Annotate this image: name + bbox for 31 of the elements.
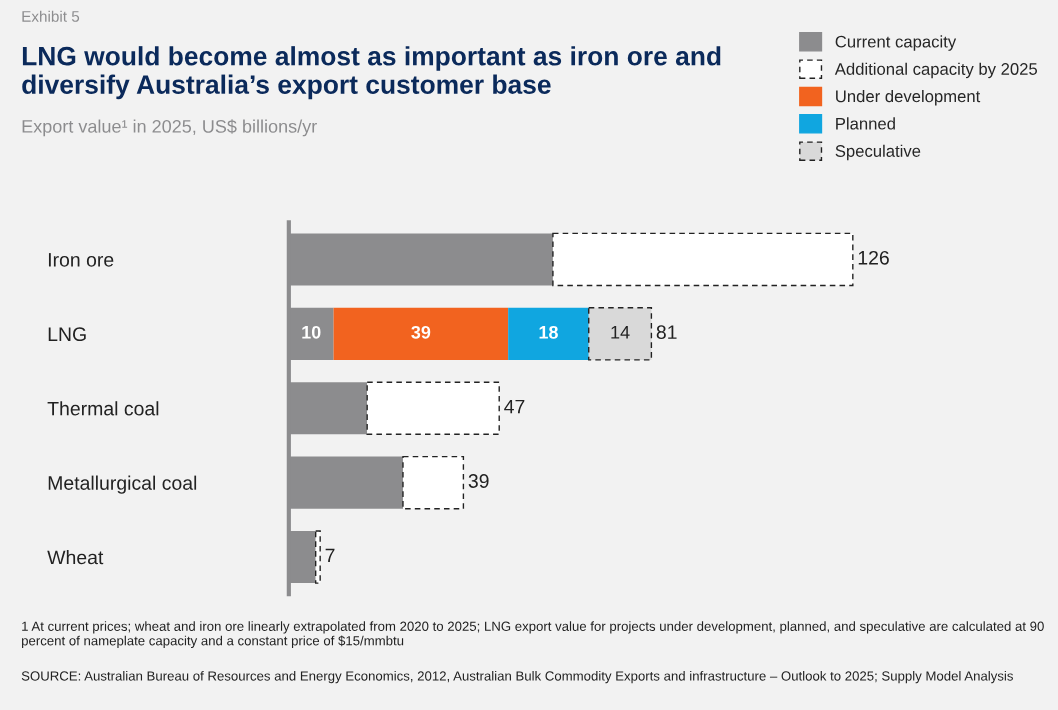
bar [333,307,509,360]
total-label: 126 [858,250,889,265]
legend-label: Additional capacity by 2025 [834,62,1038,79]
data-label: 10 [302,325,321,339]
total-label: 39 [468,474,489,488]
total-label: 7 [325,548,335,563]
source-note: SOURCE: Australian Bureau of Resources and Energy Economics, 2012, Australian Bulk Commodity Exports and infrastructure – Outlook to 2025; Supply Model Analysis [21,670,1013,684]
y-tick-label: Thermal coal [47,401,159,416]
total-label: 81 [656,325,677,340]
total-label: 47 [504,399,525,414]
text: Exhibit 5 [22,10,80,22]
bar [552,232,854,287]
y-tick-label: Metallurgical coal [48,475,197,494]
y-tick-label: Wheat [47,550,104,565]
chart-title: LNG would become almost as important as iron ore and diversify Australia’s export customer base [22,46,721,100]
data-label: 39 [411,325,431,339]
chart-subtitle: Export value¹ in 2025, US$ billions/yr [22,119,317,137]
bar [508,307,589,360]
data-label: 18 [539,325,558,339]
y-tick-label: Iron ore [48,253,114,267]
legend-label: Under development [836,90,981,106]
bar [314,530,321,584]
bar [366,381,500,435]
legend-label: Planned [836,117,895,130]
text: 1 At current prices; wheat and iron ore linearly extrapolated from 2020 to 2025; LNG export value for projects under development, planned, and speculative are calculated at 90 percent of nameplate capacity and a constant price of $15/mmbtu [22,621,1044,649]
bar [588,307,653,361]
legend-label: Current capacity [835,35,957,51]
y-tick-label: LNG [48,327,86,342]
data-label: 14 [611,326,630,339]
legend-label: Speculative [835,144,921,161]
bar [402,455,465,510]
